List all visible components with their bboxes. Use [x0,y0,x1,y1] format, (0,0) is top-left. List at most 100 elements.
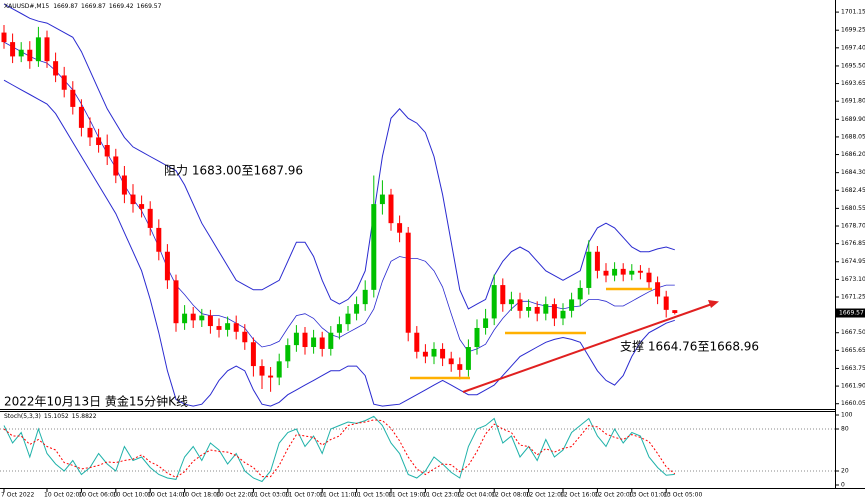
x-tick-label: 13 Oct 05:00 [663,492,702,499]
y-tick-label: 1680.55 [841,205,865,212]
symbol-header: XAUUSD#,M15 1669.87 1669.87 1669.42 1669.57 [4,3,162,10]
x-tick-label: 10 Oct 22:00 [216,492,255,499]
y-tick-label: 1678.70 [841,223,865,230]
candle-body [431,348,437,357]
stoch-line [3,419,676,478]
candle-body [53,61,59,76]
candle-body [250,342,256,367]
candle-body [113,156,119,176]
x-tick-label: 10 Oct 14:00 [147,492,186,499]
y-tick-label: 1682.45 [841,187,865,194]
candle-body [121,175,127,195]
candle-body [268,375,274,378]
candle-body [474,327,480,348]
candle-body [594,251,600,271]
candle-body [560,310,566,319]
x-tick-label: 11 Oct 07:00 [285,492,324,499]
candle-body [78,106,84,128]
candle-body [27,49,33,62]
y-tick-label: 20 [841,468,849,475]
candle-body [448,358,454,365]
y-tick-label: 1693.65 [841,80,865,87]
price-label: 1669.57 [839,310,864,317]
y-tick-label: 1661.90 [841,383,865,390]
x-tick-label: 10 Oct 18:00 [182,492,221,499]
y-tick-label: 1674.95 [841,258,865,265]
candle-body [569,299,575,311]
x-tick-label: 12 Oct 08:00 [491,492,530,499]
candle-body [440,348,446,359]
candle-body [173,280,179,324]
candle-body [190,313,196,321]
plot-area [0,3,835,483]
candle-body [293,332,299,346]
bar-open: 1669.87 [53,3,78,10]
trend-arrow [462,303,713,393]
y-tick-label: 1684.30 [841,169,865,176]
candle-body [156,227,162,252]
candle-body [70,89,76,107]
stoch-k-value: 15.1052 [44,413,69,420]
support-note: 支撑 1664.76至1668.96 [620,339,759,354]
candle-body [672,310,678,314]
candle-body [457,364,463,370]
candle-body [199,315,205,321]
y-tick-label: 1673.10 [841,276,865,283]
candle-body [483,318,489,328]
candle-body [543,304,549,314]
candle-body [336,324,342,333]
candle-body [388,194,394,224]
candle-body [663,296,669,310]
candle-body [319,337,325,349]
candle-body [500,285,506,305]
candle-body [637,270,643,273]
candle-body [302,332,308,348]
y-tick-label: 1691.80 [841,98,865,105]
candle-body [216,326,222,330]
candle-body [371,204,377,290]
candle-body [345,313,351,325]
candle-body [242,331,248,343]
x-tick-label: 12 Oct 20:00 [594,492,633,499]
candle-body [18,49,24,57]
band-upper [3,3,675,310]
resistance-note: 阻力 1683.00至1687.96 [164,164,303,178]
candle-body [225,323,231,330]
candle-body [311,337,317,348]
candle-body [44,37,50,62]
y-tick-label: 1671.25 [841,293,865,300]
x-tick-label: 13 Oct 01:00 [629,492,668,499]
candle-body [276,361,282,378]
y-tick-label: 1701.15 [841,9,865,16]
caption-bg [3,395,173,409]
candle-body [612,268,618,276]
x-tick-label: 12 Oct 12:00 [526,492,565,499]
candle-body [259,366,265,376]
candle-body [465,347,471,370]
candle-body [87,127,93,138]
y-tick-label: 1665.65 [841,347,865,354]
candle-body [104,145,110,157]
y-tick-label: 1676.85 [841,240,865,247]
candle-body [508,299,514,305]
candle-body [551,304,557,319]
y-tick-label: 1688.05 [841,133,865,140]
candle-body [655,282,661,297]
candle-body [164,251,170,281]
candle-body [362,289,368,305]
y-tick-label: 80 [841,426,849,433]
candle-body [130,194,136,205]
candle-body [603,270,609,276]
candle-body [182,313,188,324]
candle-body [405,232,411,333]
candle-body [526,307,532,311]
candle-body [422,351,428,357]
stoch-header: Stoch(5,3,3) 15.1052 15.8822 [4,413,97,420]
candle-body [1,32,7,43]
stoch-line [3,415,675,483]
x-tick-label: 12 Oct 16:00 [560,492,599,499]
stoch-title: Stoch(5,3,3) [4,413,41,420]
candle-body [61,75,67,90]
x-tick-label: 10 Oct 02:00 [44,492,83,499]
